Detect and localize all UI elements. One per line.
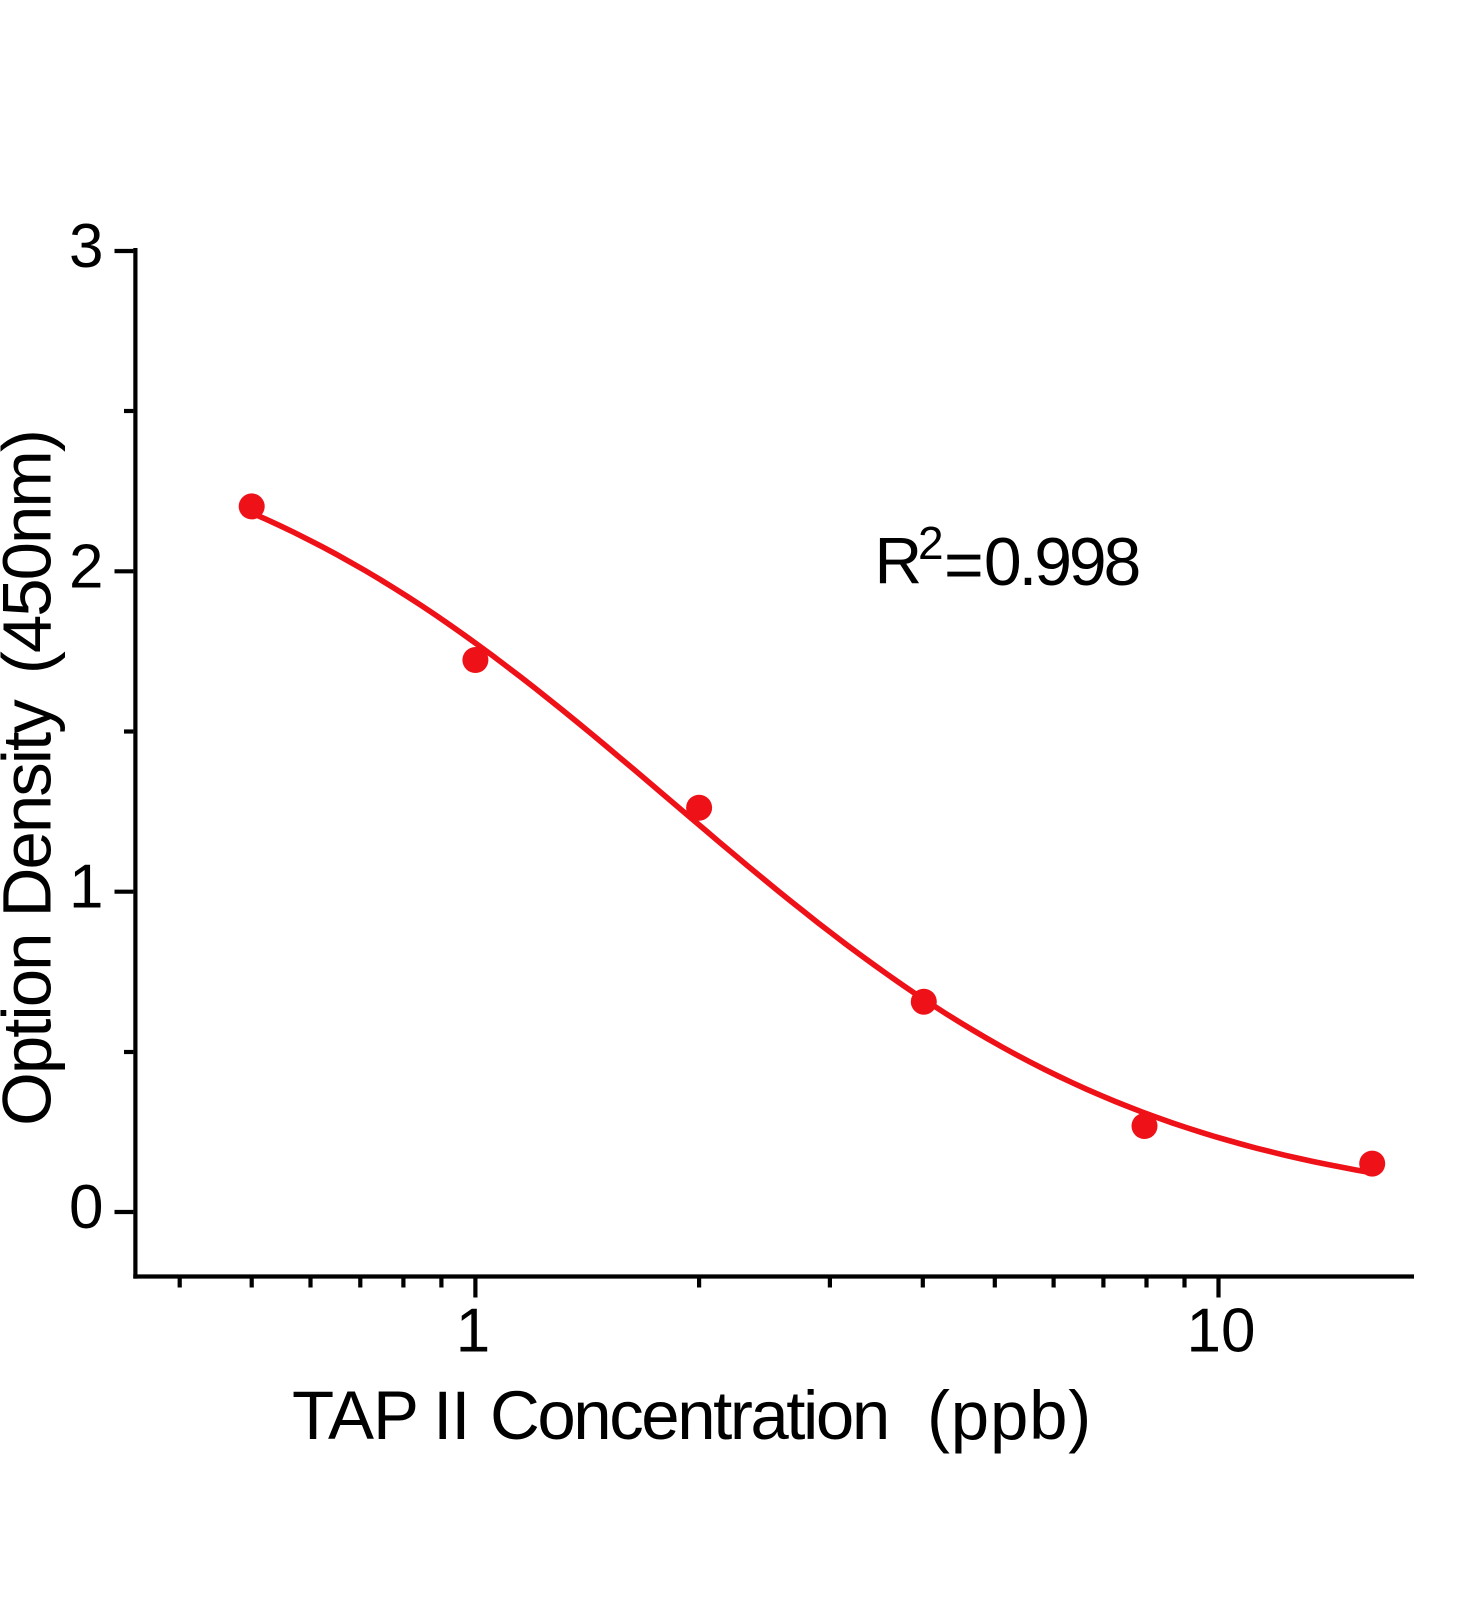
svg-text:Concentration: Concentration — [490, 1377, 888, 1454]
svg-text:2: 2 — [69, 532, 103, 601]
svg-text:(ppb): (ppb) — [927, 1377, 1092, 1454]
svg-text:Option Density (450nm): Option Density (450nm) — [0, 431, 66, 1126]
svg-text:0: 0 — [69, 1173, 103, 1242]
svg-text:R: R — [875, 524, 923, 598]
svg-text:1: 1 — [456, 1297, 490, 1366]
svg-text:1: 1 — [69, 853, 103, 922]
svg-text:10: 10 — [1187, 1297, 1256, 1366]
svg-text:=: = — [944, 527, 984, 603]
svg-text:3: 3 — [69, 212, 103, 281]
svg-text:0.998: 0.998 — [984, 524, 1139, 600]
svg-text:2: 2 — [918, 517, 944, 569]
